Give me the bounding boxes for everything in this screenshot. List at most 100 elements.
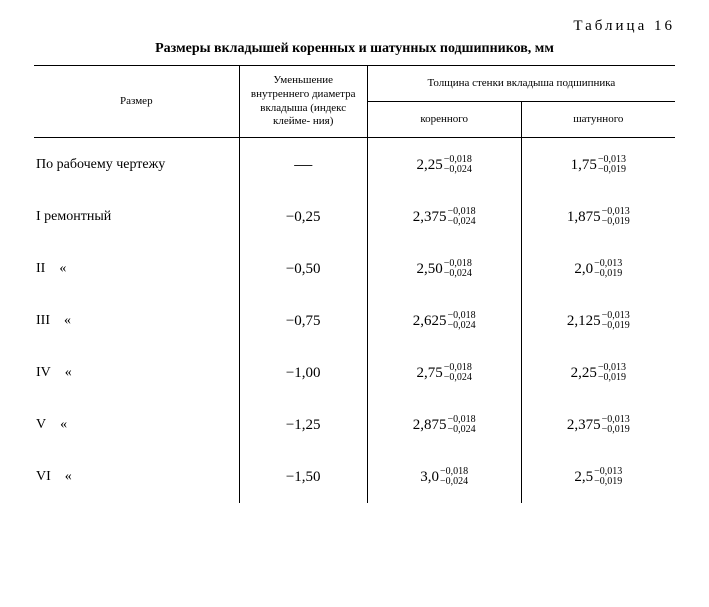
tolerance-lower: −0,019 (594, 477, 622, 487)
table-row: VI «−1,50 3,0−0,018−0,024 2,5−0,013−0,019 (34, 451, 675, 503)
tolerance-lower: −0,024 (448, 425, 476, 435)
measurement-value: 2,25−0,018−0,024 (417, 155, 472, 175)
table-body: По рабочему чертежу—2,25−0,018−0,0241,75… (34, 138, 675, 504)
table-caption: Размеры вкладышей коренных и шатунных по… (34, 41, 675, 57)
cell-main-bearing-thickness: 2,625−0,018−0,024 (367, 295, 521, 347)
table-row: I ремонтный−0,252,375−0,018−0,0241,875−0… (34, 191, 675, 243)
base-value: 2,125 (567, 313, 601, 329)
tolerance-stack: −0,018−0,024 (448, 415, 476, 435)
base-value: 1,75 (571, 157, 597, 173)
cell-main-bearing-thickness: 2,50−0,018−0,024 (367, 243, 521, 295)
cell-size-label: По рабочему чертежу (34, 138, 239, 192)
tolerance-stack: −0,013−0,019 (594, 259, 622, 279)
table-row: V «−1,25 2,875−0,018−0,024 2,375−0,013−0,0… (34, 399, 675, 451)
tolerance-stack: −0,018−0,024 (440, 467, 468, 487)
cell-main-bearing-thickness: 2,75−0,018−0,024 (367, 347, 521, 399)
base-value: 2,375 (567, 417, 601, 433)
cell-main-bearing-thickness: 2,375−0,018−0,024 (367, 191, 521, 243)
table-row: II «−0,50 2,50−0,018−0,024 2,0−0,013−0,019 (34, 243, 675, 295)
tolerance-stack: −0,013−0,019 (602, 415, 630, 435)
table-row: IV «−1,00 2,75−0,018−0,024 2,25−0,013−0,01… (34, 347, 675, 399)
cell-diameter-reduction: −1,50 (239, 451, 367, 503)
tolerance-lower: −0,019 (602, 217, 630, 227)
cell-diameter-reduction: −0,25 (239, 191, 367, 243)
tolerance-upper: −0,013 (598, 155, 626, 165)
cell-diameter-reduction: −1,00 (239, 347, 367, 399)
cell-rod-bearing-thickness: 2,5−0,013−0,019 (521, 451, 675, 503)
tolerance-lower: −0,024 (448, 321, 476, 331)
tolerance-stack: −0,013−0,019 (602, 207, 630, 227)
measurement-value: 2,375−0,013−0,019 (567, 415, 630, 435)
cell-rod-bearing-thickness: 2,0−0,013−0,019 (521, 243, 675, 295)
table-number: Таблица 16 (34, 18, 675, 35)
tolerance-stack: −0,013−0,019 (602, 311, 630, 331)
tolerance-lower: −0,024 (440, 477, 468, 487)
tolerance-lower: −0,024 (448, 217, 476, 227)
tolerance-lower: −0,019 (594, 269, 622, 279)
measurement-value: 2,125−0,013−0,019 (567, 311, 630, 331)
base-value: 2,5 (574, 469, 593, 485)
table-row: По рабочему чертежу — 2,25−0,018−0,024 1,75… (34, 138, 675, 192)
cell-diameter-reduction: −1,25 (239, 399, 367, 451)
cell-main-bearing-thickness: 2,25−0,018−0,024 (367, 138, 521, 192)
measurement-value: 1,875−0,013−0,019 (567, 207, 630, 227)
measurement-value: 2,625−0,018−0,024 (413, 311, 476, 331)
measurement-value: 1,75−0,013−0,019 (571, 155, 626, 175)
cell-size-label: VI « (34, 451, 239, 503)
cell-rod-bearing-thickness: 2,375−0,013−0,019 (521, 399, 675, 451)
tolerance-lower: −0,019 (602, 425, 630, 435)
cell-diameter-reduction: −0,50 (239, 243, 367, 295)
cell-size-label: III « (34, 295, 239, 347)
tolerance-stack: −0,018−0,024 (444, 155, 472, 175)
tolerance-stack: −0,018−0,024 (448, 311, 476, 331)
col-header-rod-bearing: шатунного (521, 102, 675, 138)
tolerance-stack: −0,018−0,024 (444, 363, 472, 383)
table-row: III «−0,75 2,625−0,018−0,024 2,125−0,013−0… (34, 295, 675, 347)
tolerance-lower: −0,024 (444, 373, 472, 383)
tolerance-lower: −0,024 (444, 269, 472, 279)
cell-diameter-reduction: — (239, 138, 367, 192)
base-value: 2,25 (571, 365, 597, 381)
bearing-dimensions-table: Размер Уменьшение внутреннего диаметра в… (34, 65, 675, 503)
tolerance-lower: −0,019 (598, 373, 626, 383)
tolerance-stack: −0,013−0,019 (598, 363, 626, 383)
tolerance-lower: −0,024 (444, 165, 472, 175)
col-header-thickness-group: Толщина стенки вкладыша подшипника (367, 66, 675, 102)
base-value: 2,25 (417, 157, 443, 173)
cell-diameter-reduction: −0,75 (239, 295, 367, 347)
measurement-value: 3,0−0,018−0,024 (420, 467, 468, 487)
base-value: 2,50 (417, 261, 443, 277)
col-header-diameter: Уменьшение внутреннего диаметра вкладыша… (239, 66, 367, 138)
measurement-value: 2,0−0,013−0,019 (574, 259, 622, 279)
cell-size-label: V « (34, 399, 239, 451)
cell-rod-bearing-thickness: 2,25−0,013−0,019 (521, 347, 675, 399)
cell-size-label: I ремонтный (34, 191, 239, 243)
base-value: 1,875 (567, 209, 601, 225)
cell-rod-bearing-thickness: 1,75−0,013−0,019 (521, 138, 675, 192)
base-value: 2,625 (413, 313, 447, 329)
base-value: 2,875 (413, 417, 447, 433)
tolerance-lower: −0,019 (598, 165, 626, 175)
base-value: 2,0 (574, 261, 593, 277)
dash-icon: — (294, 154, 312, 174)
base-value: 2,75 (417, 365, 443, 381)
measurement-value: 2,5−0,013−0,019 (574, 467, 622, 487)
tolerance-lower: −0,019 (602, 321, 630, 331)
measurement-value: 2,50−0,018−0,024 (417, 259, 472, 279)
measurement-value: 2,375−0,018−0,024 (413, 207, 476, 227)
base-value: 3,0 (420, 469, 439, 485)
col-header-main-bearing: коренного (367, 102, 521, 138)
cell-main-bearing-thickness: 2,875−0,018−0,024 (367, 399, 521, 451)
measurement-value: 2,875−0,018−0,024 (413, 415, 476, 435)
cell-size-label: IV « (34, 347, 239, 399)
tolerance-stack: −0,013−0,019 (598, 155, 626, 175)
measurement-value: 2,25−0,013−0,019 (571, 363, 626, 383)
cell-rod-bearing-thickness: 1,875−0,013−0,019 (521, 191, 675, 243)
cell-size-label: II « (34, 243, 239, 295)
tolerance-stack: −0,013−0,019 (594, 467, 622, 487)
measurement-value: 2,75−0,018−0,024 (417, 363, 472, 383)
col-header-size: Размер (34, 66, 239, 138)
tolerance-stack: −0,018−0,024 (448, 207, 476, 227)
tolerance-stack: −0,018−0,024 (444, 259, 472, 279)
base-value: 2,375 (413, 209, 447, 225)
